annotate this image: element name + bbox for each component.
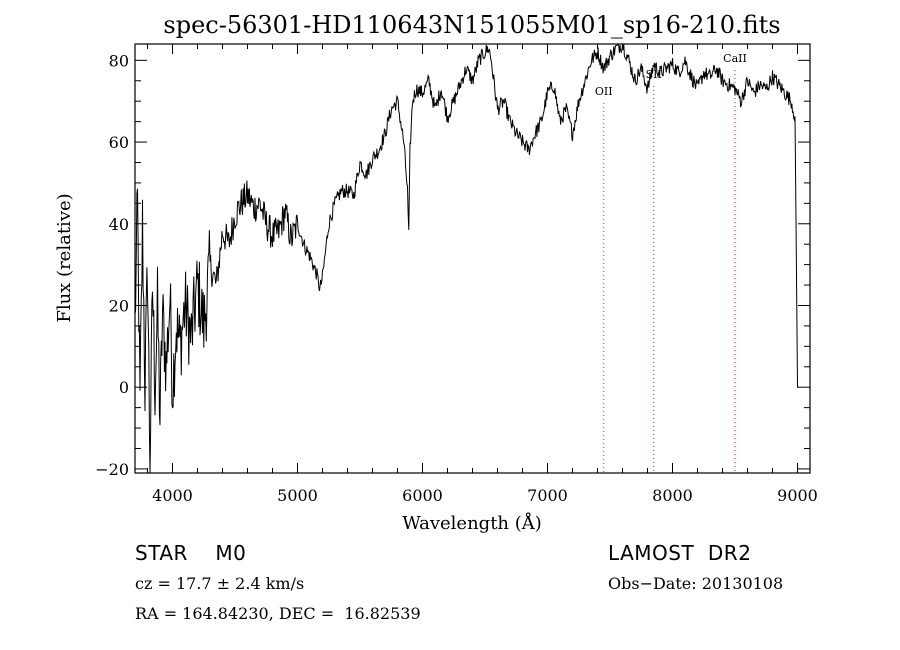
- y-tick-label: 0: [119, 378, 129, 397]
- x-tick-label: 5000: [277, 486, 318, 505]
- series-layer: [134, 43, 799, 474]
- x-axis-label: Wavelength (Å): [402, 512, 542, 534]
- x-tick-label: 6000: [402, 486, 443, 505]
- x-tick-label: 8000: [652, 486, 693, 505]
- axis-ticks: 4000 5000 6000 7000 8000 9000 −20 0 20 40 60 80: [95, 44, 818, 505]
- x-tick-label: 7000: [527, 486, 568, 505]
- y-tick-label: 80: [109, 51, 129, 70]
- annotation-label: CaII: [723, 52, 747, 65]
- y-tick-label: −20: [95, 460, 129, 479]
- x-tick-label: 9000: [777, 486, 818, 505]
- y-axis-label: Flux (relative): [54, 193, 75, 322]
- annotation-label: OII: [595, 85, 613, 98]
- plot-frame: [134, 43, 811, 474]
- redshift-velocity: cz = 17.7 ± 2.4 km/s: [135, 574, 305, 593]
- spectrum-line: [134, 43, 799, 474]
- y-tick-label: 40: [109, 215, 129, 234]
- observation-date: Obs−Date: 20130108: [608, 574, 784, 593]
- object-class: STAR M0: [135, 541, 247, 565]
- chart-title: spec-56301-HD110643N151055M01_sp16-210.f…: [163, 11, 780, 39]
- y-tick-label: 60: [109, 133, 129, 152]
- x-tick-label: 4000: [152, 486, 193, 505]
- y-tick-label: 20: [109, 296, 129, 315]
- ra-dec: RA = 164.84230, DEC = 16.82539: [135, 604, 421, 623]
- survey-name: LAMOST DR2: [608, 541, 752, 565]
